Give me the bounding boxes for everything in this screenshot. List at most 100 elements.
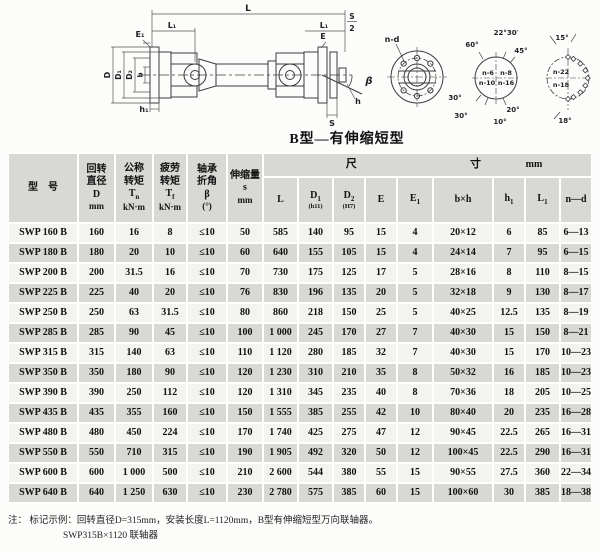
cell-tn: 31.5: [114, 262, 154, 284]
cell-s: 150: [226, 402, 264, 424]
cell-tn: 1 000: [114, 462, 154, 484]
cell-h1: 7: [492, 242, 526, 264]
cell-bxh: 40×30: [432, 322, 494, 344]
cell-e: 35: [364, 362, 398, 384]
cell-d2: 105: [332, 242, 366, 264]
cell-h1: 12.5: [492, 302, 526, 324]
cell-d2: 255: [332, 402, 366, 424]
cell-d: 390: [77, 382, 116, 404]
label-n16: n-16: [498, 79, 515, 87]
cell-e: 42: [364, 402, 398, 424]
bolt-circle-1: [472, 51, 520, 106]
cell-model: SWP 225 B: [7, 282, 79, 304]
cell-s: 76: [226, 282, 264, 304]
table-header: 型 号 回转 直径 D mm 公称 转矩 Tn kN·m 疲劳 转矩 T: [7, 152, 594, 224]
cell-e1: 8: [396, 362, 434, 384]
cell-bxh: 32×18: [432, 282, 494, 304]
cell-d: 550: [77, 442, 116, 464]
cell-l1: 385: [524, 482, 561, 504]
cell-e1: 15: [396, 462, 434, 484]
cell-tn: 90: [114, 322, 154, 344]
cell-nd: 6—13: [558, 222, 594, 244]
col-header-diameter: 回转 直径 D mm: [77, 152, 116, 224]
cell-l: 640: [262, 242, 299, 264]
cell-s: 210: [226, 462, 264, 484]
cell-e: 40: [364, 382, 398, 404]
angle-18: 18°: [558, 117, 571, 125]
cell-d2: 380: [332, 462, 366, 484]
label-L1-left: L₁: [168, 21, 177, 30]
cell-model: SWP 640 B: [7, 482, 79, 504]
cell-nd: 16—28: [558, 402, 594, 424]
label-n22: n-22: [553, 68, 569, 76]
cell-nd: 18—38: [558, 482, 594, 504]
technical-drawing-svg: L L₁ L₁ S 2 E₁ E D D₁ D₂ b h₁ β h S: [103, 4, 591, 128]
col-header-E: E: [364, 176, 398, 224]
cell-e: 15: [364, 222, 398, 244]
cell-l1: 150: [524, 322, 561, 344]
cell-d2: 385: [332, 482, 366, 504]
cell-tf: 315: [152, 442, 188, 464]
cell-nd: 16—31: [558, 422, 594, 444]
label-L1-right: L₁: [320, 21, 329, 30]
cell-d1: 140: [297, 222, 334, 244]
spec-table: 型 号 回转 直径 D mm 公称 转矩 Tn kN·m 疲劳 转矩 T: [7, 152, 594, 504]
cell-tf: 10: [152, 242, 188, 264]
cell-d1: 155: [297, 242, 334, 264]
bolt-circle-2-labels: n-22 n-18 15° 18°: [553, 34, 572, 125]
cell-bxh: 28×16: [432, 262, 494, 284]
cell-e: 50: [364, 442, 398, 464]
label-beta: β: [364, 76, 372, 87]
cell-e: 15: [364, 242, 398, 264]
table-row: SWP 315 B 315 140 63 ≤10 110 1 120 280 185 32 7 40×…: [7, 342, 594, 364]
cell-beta: ≤10: [186, 482, 228, 504]
col-header-fatigue-torque: 疲劳 转矩 Tf kN·m: [152, 152, 188, 224]
label-n8: n-8: [500, 69, 512, 77]
shaft-side-view: [140, 46, 363, 104]
cell-e: 47: [364, 422, 398, 444]
cell-tn: 250: [114, 382, 154, 404]
cell-tn: 355: [114, 402, 154, 424]
cell-s: 190: [226, 442, 264, 464]
cell-e1: 8: [396, 382, 434, 404]
drawing-caption: B型—有伸缩短型: [289, 132, 405, 147]
cell-d: 225: [77, 282, 116, 304]
cell-l1: 360: [524, 462, 561, 484]
angle-45: 45°: [514, 47, 527, 55]
cell-l: 1 555: [262, 402, 299, 424]
col-header-L: L: [262, 176, 299, 224]
label-n6: n-6: [482, 69, 494, 77]
angle-20: 20°: [506, 106, 519, 114]
cell-d1: 196: [297, 282, 334, 304]
cell-tf: 63: [152, 342, 188, 364]
cell-h1: 6: [492, 222, 526, 244]
cell-d: 480: [77, 422, 116, 444]
dimension-lines: [111, 10, 357, 118]
cell-bxh: 50×32: [432, 362, 494, 384]
cell-tf: 16: [152, 262, 188, 284]
cell-s: 70: [226, 262, 264, 284]
cell-s: 170: [226, 422, 264, 444]
cell-d2: 150: [332, 302, 366, 324]
cell-tn: 63: [114, 302, 154, 324]
table-row: SWP 390 B 390 250 112 ≤10 120 1 310 345 235 40 8 70…: [7, 382, 594, 404]
angle-10: 10°: [493, 118, 506, 126]
label-h: h: [355, 97, 361, 106]
col-header-D2: D2 (H7): [332, 176, 366, 224]
table-row: SWP 640 B 640 1 250 630 ≤10 230 2 780 575 385 60 1…: [7, 482, 594, 504]
cell-h1: 30: [492, 482, 526, 504]
cell-d: 350: [77, 362, 116, 384]
cell-l: 1 740: [262, 422, 299, 444]
cell-tf: 224: [152, 422, 188, 444]
cell-d: 435: [77, 402, 116, 424]
cell-model: SWP 600 B: [7, 462, 79, 484]
label-b: b: [137, 72, 145, 77]
cell-bxh: 100×45: [432, 442, 494, 464]
label-D: D: [103, 71, 112, 78]
col-header-model: 型 号: [7, 152, 79, 224]
cell-model: SWP 550 B: [7, 442, 79, 464]
table-row: SWP 550 B 550 710 315 ≤10 190 1 905 492 320 50 12 1…: [7, 442, 594, 464]
cell-nd: 8—15: [558, 262, 594, 284]
cell-tf: 8: [152, 222, 188, 244]
label-n-d: n-d: [385, 35, 400, 44]
